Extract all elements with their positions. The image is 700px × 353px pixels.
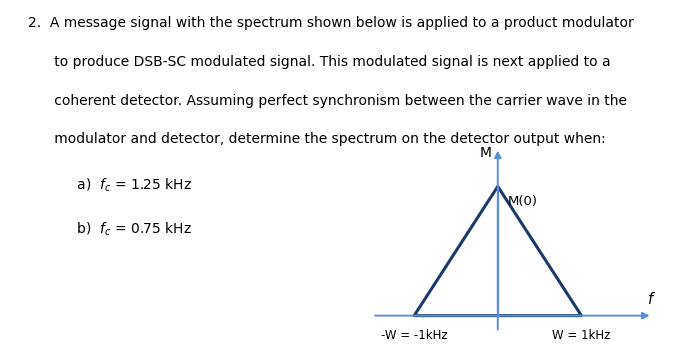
Text: a)  $f_c$ = 1.25 kHz: a) $f_c$ = 1.25 kHz [28, 176, 192, 194]
Text: M(0): M(0) [508, 196, 538, 209]
Text: b)  $f_c$ = 0.75 kHz: b) $f_c$ = 0.75 kHz [28, 221, 192, 238]
Text: -W = -1kHz: -W = -1kHz [381, 329, 447, 342]
Text: to produce DSB-SC modulated signal. This modulated signal is next applied to a: to produce DSB-SC modulated signal. This… [28, 55, 610, 69]
Text: W = 1kHz: W = 1kHz [552, 329, 610, 342]
Text: modulator and detector, determine the spectrum on the detector output when:: modulator and detector, determine the sp… [28, 132, 606, 146]
Text: coherent detector. Assuming perfect synchronism between the carrier wave in the: coherent detector. Assuming perfect sync… [28, 94, 627, 108]
Text: M: M [480, 146, 492, 160]
Text: 2.  A message signal with the spectrum shown below is applied to a product modul: 2. A message signal with the spectrum sh… [28, 16, 634, 30]
Text: f: f [648, 292, 653, 306]
